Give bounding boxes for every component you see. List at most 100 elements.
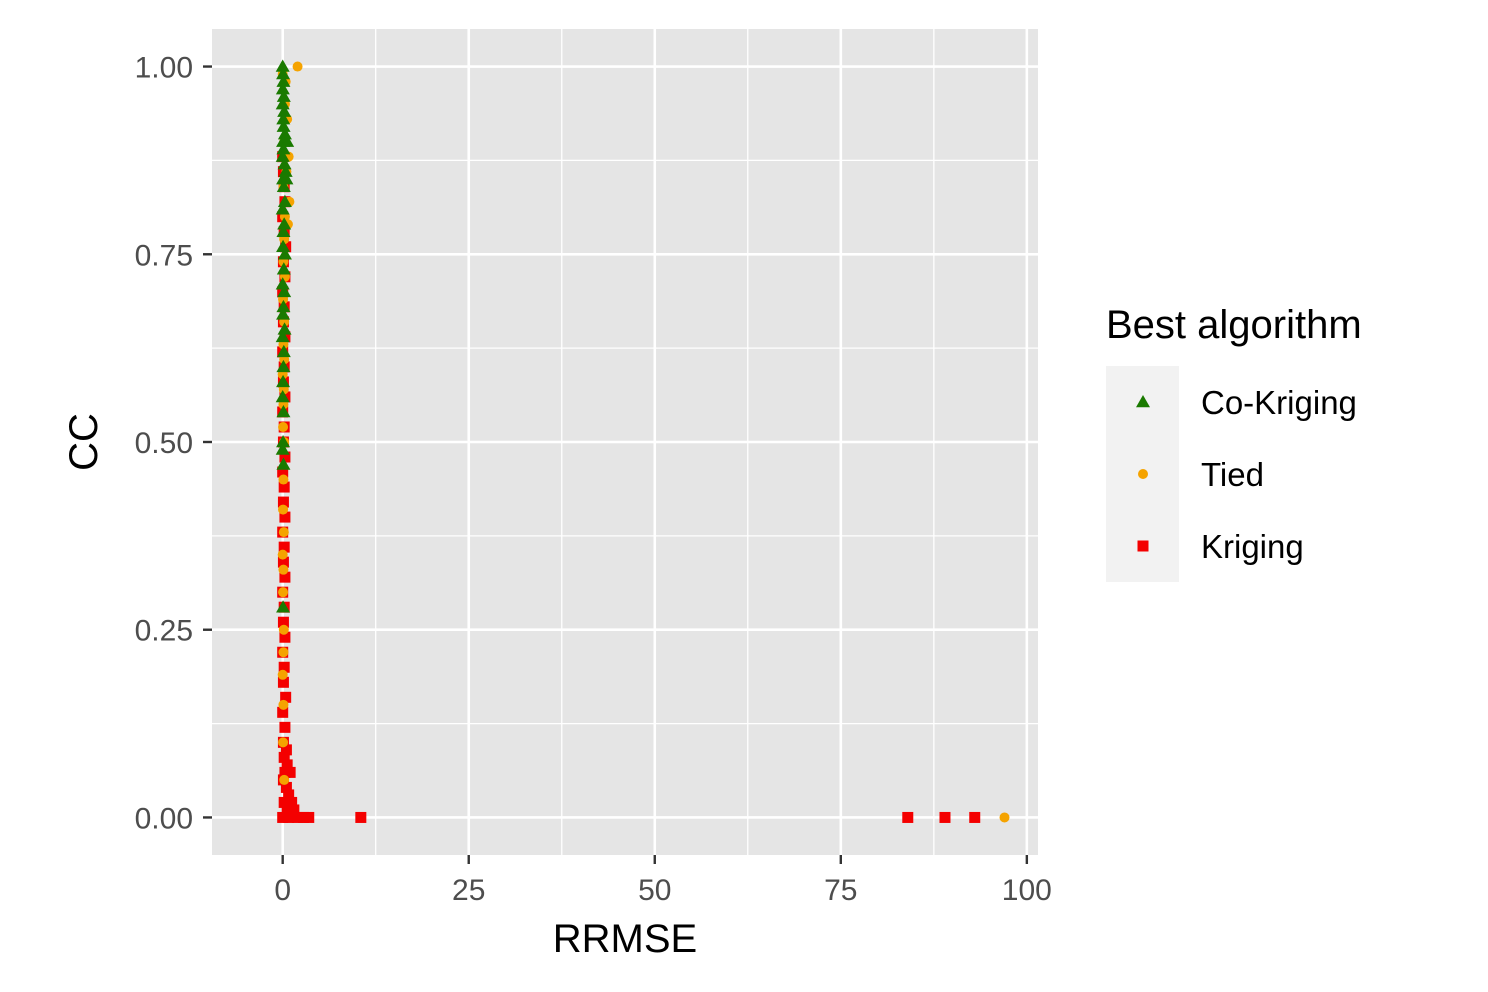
point-co-kriging bbox=[277, 194, 292, 207]
point-co-kriging bbox=[276, 307, 291, 320]
point-co-kriging bbox=[275, 97, 290, 110]
point-kriging bbox=[279, 451, 291, 463]
point-kriging bbox=[277, 496, 289, 508]
point-kriging bbox=[277, 706, 289, 718]
x-axis-title: RRMSE bbox=[553, 917, 697, 961]
x-tick-label: 50 bbox=[638, 874, 671, 907]
y-tick-label: 0.50 bbox=[135, 427, 193, 460]
point-co-kriging bbox=[277, 322, 292, 335]
point-kriging bbox=[277, 466, 289, 478]
x-tick-label: 0 bbox=[274, 874, 291, 907]
point-co-kriging bbox=[277, 247, 292, 260]
point-kriging bbox=[280, 781, 292, 793]
data-points bbox=[275, 59, 1010, 823]
point-kriging bbox=[303, 811, 315, 823]
point-kriging bbox=[278, 481, 290, 493]
point-tied bbox=[278, 474, 289, 485]
point-tied bbox=[278, 421, 289, 432]
point-co-kriging bbox=[276, 112, 291, 125]
point-co-kriging bbox=[276, 262, 291, 275]
point-kriging bbox=[279, 571, 291, 583]
point-kriging bbox=[283, 811, 295, 823]
point-kriging bbox=[355, 811, 367, 823]
point-kriging bbox=[277, 616, 289, 628]
legend-items: Co-Kriging Tied Kriging bbox=[1136, 384, 1357, 565]
point-kriging bbox=[281, 759, 293, 771]
point-co-kriging bbox=[276, 89, 291, 102]
point-kriging bbox=[278, 796, 290, 808]
point-co-kriging bbox=[276, 359, 291, 373]
point-co-kriging bbox=[277, 104, 292, 117]
point-co-kriging bbox=[276, 600, 291, 613]
point-co-kriging bbox=[275, 82, 290, 95]
point-co-kriging bbox=[277, 217, 292, 230]
legend: Best algorithm Co-Kriging Tied Kriging bbox=[1106, 303, 1362, 582]
point-co-kriging bbox=[275, 389, 290, 403]
point-co-kriging bbox=[276, 299, 291, 313]
point-co-kriging bbox=[275, 277, 290, 290]
legend-key-tied bbox=[1138, 469, 1148, 479]
point-co-kriging bbox=[276, 435, 291, 448]
point-kriging bbox=[277, 811, 289, 823]
point-kriging bbox=[278, 661, 290, 673]
point-kriging bbox=[292, 811, 304, 823]
point-kriging bbox=[279, 631, 291, 643]
y-axis: 0.00 0.25 0.50 0.75 1.00 bbox=[135, 52, 212, 835]
point-co-kriging bbox=[276, 404, 291, 418]
point-co-kriging bbox=[276, 224, 291, 237]
point-co-kriging bbox=[276, 74, 291, 87]
point-kriging bbox=[281, 804, 293, 816]
point-co-kriging bbox=[276, 119, 291, 132]
point-tied bbox=[292, 61, 303, 72]
point-kriging bbox=[280, 744, 292, 756]
point-kriging bbox=[284, 766, 296, 778]
point-tied bbox=[278, 564, 289, 575]
point-tied bbox=[278, 504, 289, 515]
point-tied bbox=[278, 647, 289, 658]
point-co-kriging bbox=[277, 157, 292, 170]
point-tied bbox=[278, 587, 289, 598]
point-kriging bbox=[286, 796, 298, 808]
point-co-kriging bbox=[275, 59, 290, 72]
point-tied bbox=[278, 527, 289, 538]
point-tied bbox=[278, 624, 289, 635]
point-co-kriging bbox=[275, 149, 290, 162]
legend-key-co-kriging bbox=[1136, 395, 1150, 408]
legend-title: Best algorithm bbox=[1106, 303, 1362, 347]
point-kriging bbox=[280, 691, 292, 703]
legend-label: Co-Kriging bbox=[1201, 384, 1357, 421]
point-co-kriging bbox=[276, 179, 291, 192]
point-co-kriging bbox=[277, 127, 292, 140]
point-kriging bbox=[969, 811, 981, 823]
legend-label: Kriging bbox=[1201, 528, 1304, 565]
point-kriging bbox=[278, 541, 290, 553]
x-tick-label: 75 bbox=[824, 874, 857, 907]
x-axis: 0 25 50 75 100 bbox=[274, 855, 1052, 907]
point-co-kriging bbox=[275, 442, 290, 455]
point-tied bbox=[278, 737, 289, 748]
x-tick-label: 25 bbox=[452, 874, 485, 907]
point-tied bbox=[999, 812, 1010, 823]
point-co-kriging bbox=[276, 67, 291, 80]
point-co-kriging bbox=[275, 202, 290, 215]
point-tied bbox=[277, 549, 288, 560]
point-tied bbox=[278, 699, 289, 710]
point-tied bbox=[279, 774, 290, 785]
point-co-kriging bbox=[276, 457, 291, 470]
point-kriging bbox=[283, 789, 295, 801]
point-kriging bbox=[279, 721, 291, 733]
point-kriging bbox=[939, 811, 951, 823]
point-co-kriging bbox=[276, 344, 291, 358]
point-kriging bbox=[288, 804, 300, 816]
point-co-kriging bbox=[277, 284, 292, 298]
y-tick-label: 0.25 bbox=[135, 615, 193, 648]
point-co-kriging bbox=[275, 329, 290, 343]
point-kriging bbox=[278, 751, 290, 763]
x-tick-label: 100 bbox=[1002, 874, 1052, 907]
point-kriging bbox=[279, 511, 291, 523]
point-kriging bbox=[902, 811, 914, 823]
y-tick-label: 1.00 bbox=[135, 52, 193, 85]
point-kriging bbox=[277, 676, 289, 688]
y-tick-label: 0.75 bbox=[135, 239, 193, 272]
